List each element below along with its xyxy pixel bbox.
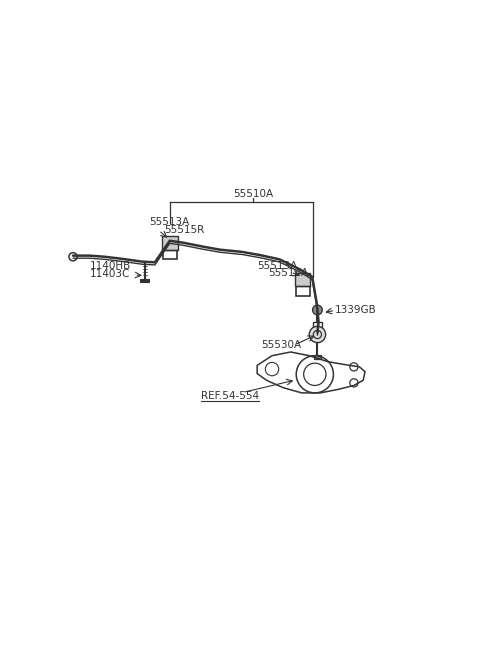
Circle shape [309, 326, 325, 343]
Polygon shape [162, 236, 178, 250]
Text: 55510A: 55510A [233, 189, 274, 198]
Text: 55515R: 55515R [164, 225, 204, 234]
Polygon shape [295, 272, 311, 286]
Polygon shape [314, 355, 321, 359]
Circle shape [312, 305, 322, 315]
Text: 1339GB: 1339GB [335, 305, 377, 315]
Text: 55530A: 55530A [261, 340, 301, 350]
Text: 1140HB: 1140HB [90, 261, 131, 271]
Text: REF.54-554: REF.54-554 [202, 391, 260, 401]
Text: 55513A: 55513A [149, 217, 190, 227]
Text: 55513A: 55513A [257, 261, 298, 271]
Polygon shape [140, 278, 149, 282]
Text: 55514A: 55514A [268, 268, 309, 278]
Text: 11403C: 11403C [90, 269, 130, 278]
